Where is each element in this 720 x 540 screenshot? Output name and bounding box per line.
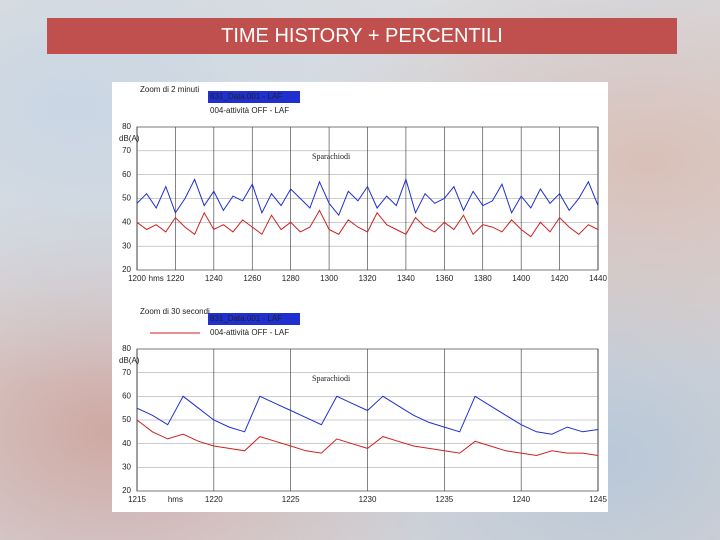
- x-tick-label: 1340: [397, 274, 415, 283]
- x-axis-label: hms: [149, 274, 164, 283]
- x-tick-label: 1245: [589, 495, 607, 504]
- y-tick-label: 30: [122, 462, 131, 471]
- x-tick-label: 1300: [320, 274, 338, 283]
- x-tick-label: 1240: [512, 495, 530, 504]
- x-tick-label: 1240: [205, 274, 223, 283]
- legend-label: 831_Data.001 - LAF: [210, 92, 282, 101]
- legend-label: 004-attività OFF - LAF: [210, 106, 289, 115]
- x-tick-label: 1220: [205, 495, 223, 504]
- x-tick-label: 1320: [359, 274, 377, 283]
- x-tick-label: 1360: [435, 274, 453, 283]
- y-tick-label: 80: [122, 122, 131, 131]
- chart-title: Zoom di 2 minuti: [140, 85, 199, 94]
- legend-label: 004-attività OFF - LAF: [210, 328, 289, 337]
- y-tick-label: 70: [122, 146, 131, 155]
- annotation: Sparachiodi: [312, 374, 351, 383]
- y-tick-label: 20: [122, 486, 131, 495]
- y-tick-label: 80: [122, 344, 131, 353]
- x-tick-label: 1215: [128, 495, 146, 504]
- y-tick-label: 60: [122, 170, 131, 179]
- x-axis-label: hms: [168, 495, 183, 504]
- y-tick-label: 50: [122, 415, 131, 424]
- y-tick-label: 40: [122, 217, 131, 226]
- x-tick-label: 1235: [435, 495, 453, 504]
- legend-highlight: [208, 313, 300, 325]
- series-line: [136, 419, 599, 457]
- series-line: [136, 209, 599, 238]
- x-tick-label: 1260: [243, 274, 261, 283]
- annotation: Sparachiodi: [312, 152, 351, 161]
- x-tick-label: 1380: [474, 274, 492, 283]
- x-tick-label: 1440: [589, 274, 607, 283]
- y-tick-label: 20: [122, 265, 131, 274]
- legend-label: 831_Data.001 - LAF: [210, 314, 282, 323]
- x-tick-label: 1400: [512, 274, 530, 283]
- y-tick-label: 40: [122, 439, 131, 448]
- x-tick-label: 1230: [359, 495, 377, 504]
- x-tick-label: 1225: [282, 495, 300, 504]
- x-tick-label: 1280: [282, 274, 300, 283]
- y-tick-label: 60: [122, 391, 131, 400]
- y-axis-label: dB(A): [119, 134, 140, 143]
- legend-highlight: [208, 91, 300, 103]
- series-line: [136, 177, 599, 217]
- x-tick-label: 1200: [128, 274, 146, 283]
- y-tick-label: 50: [122, 194, 131, 203]
- y-tick-label: 30: [122, 241, 131, 250]
- chart-title: Zoom di 30 secondi: [140, 307, 210, 316]
- y-tick-label: 70: [122, 368, 131, 377]
- y-axis-label: dB(A): [119, 356, 140, 365]
- x-tick-label: 1220: [167, 274, 185, 283]
- series-line: [136, 395, 599, 435]
- chart-sheet: [112, 82, 608, 512]
- slide-title: TIME HISTORY + PERCENTILI: [47, 18, 677, 54]
- x-tick-label: 1420: [551, 274, 569, 283]
